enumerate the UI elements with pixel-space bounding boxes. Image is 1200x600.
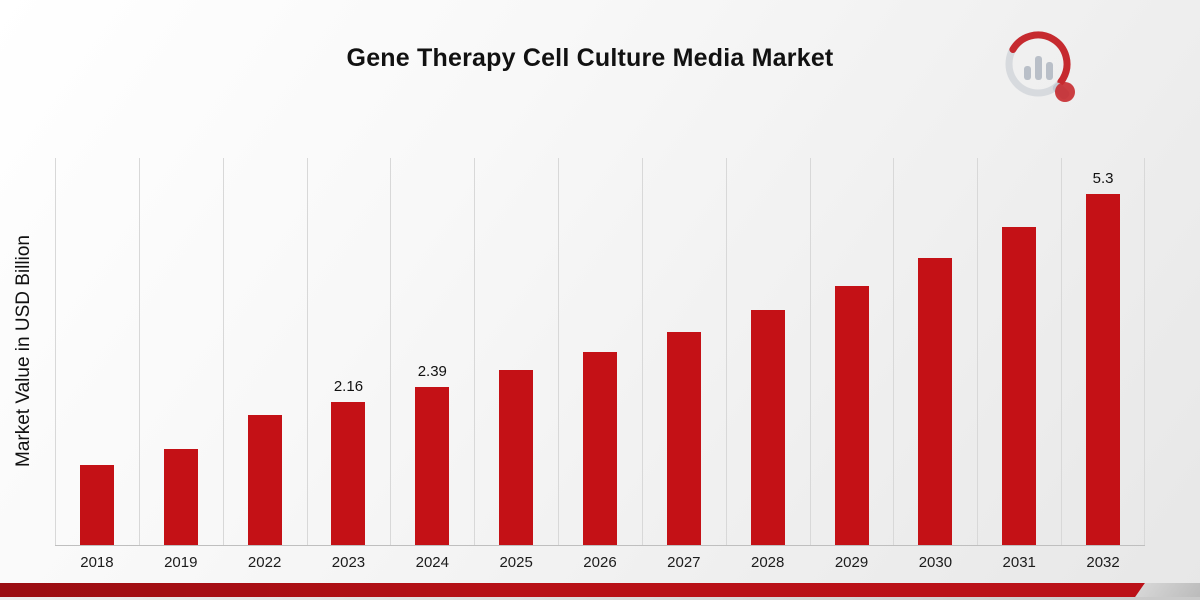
bar-2025	[499, 369, 534, 545]
bar-value-label: 2.16	[333, 378, 364, 396]
x-tick-label: 2022	[247, 554, 282, 571]
footer-base-strip	[0, 597, 1200, 600]
x-tick-label: 2024	[415, 554, 449, 571]
bar-value-label: 5.3	[1092, 170, 1114, 188]
bar-value-label: 2.39	[417, 362, 447, 380]
bar-2031	[1002, 227, 1037, 545]
x-tick-label: 2030	[918, 554, 953, 571]
gridline	[641, 158, 643, 545]
x-tick-label: 2032	[1086, 554, 1120, 571]
bar-2027	[666, 332, 701, 545]
bar-2028	[750, 309, 785, 545]
bar-2018	[79, 464, 114, 545]
gridline	[558, 158, 560, 545]
bar-2023	[331, 402, 366, 545]
footer-accent-bar	[0, 583, 1160, 597]
gridline	[725, 158, 727, 545]
brand-logo-icon	[1005, 31, 1075, 102]
gridline	[138, 158, 140, 545]
x-tick-label: 2031	[1002, 554, 1036, 571]
x-tick-label: 2029	[834, 554, 869, 571]
gridline	[55, 158, 56, 545]
gridline	[1061, 158, 1063, 545]
x-tick-label: 2018	[80, 554, 114, 571]
bar-2024	[415, 386, 450, 545]
bar-2022	[247, 414, 282, 545]
bar-2030	[918, 257, 953, 545]
gridline	[893, 158, 895, 545]
footer-accent-bar-end	[1135, 583, 1200, 597]
x-tick-label: 2025	[499, 554, 533, 571]
bar-2032	[1086, 194, 1121, 545]
x-tick-label: 2019	[164, 554, 198, 571]
y-axis-label: Market Value in USD Billion	[13, 235, 34, 468]
gridline	[809, 158, 811, 545]
gridline	[222, 158, 224, 545]
bar-2019	[163, 449, 198, 545]
gridline	[1144, 158, 1145, 545]
x-tick-label: 2027	[667, 554, 701, 571]
x-tick-label: 2026	[583, 554, 617, 571]
chart-title: Gene Therapy Cell Culture Media Market	[346, 44, 834, 72]
gridline	[977, 158, 979, 545]
x-tick-label: 2028	[751, 554, 785, 571]
bar-2029	[834, 285, 869, 545]
x-axis: 2018 2019 2022 2023 2024 2025 2026 2027 2028 2029…	[55, 546, 1145, 576]
gridline	[390, 158, 392, 545]
bar-2026	[583, 351, 617, 545]
gridline	[306, 158, 308, 545]
gridline	[474, 158, 476, 545]
plot-area: 2.16 2.39 5.3	[55, 158, 1145, 546]
x-tick-label: 2023	[331, 554, 366, 571]
